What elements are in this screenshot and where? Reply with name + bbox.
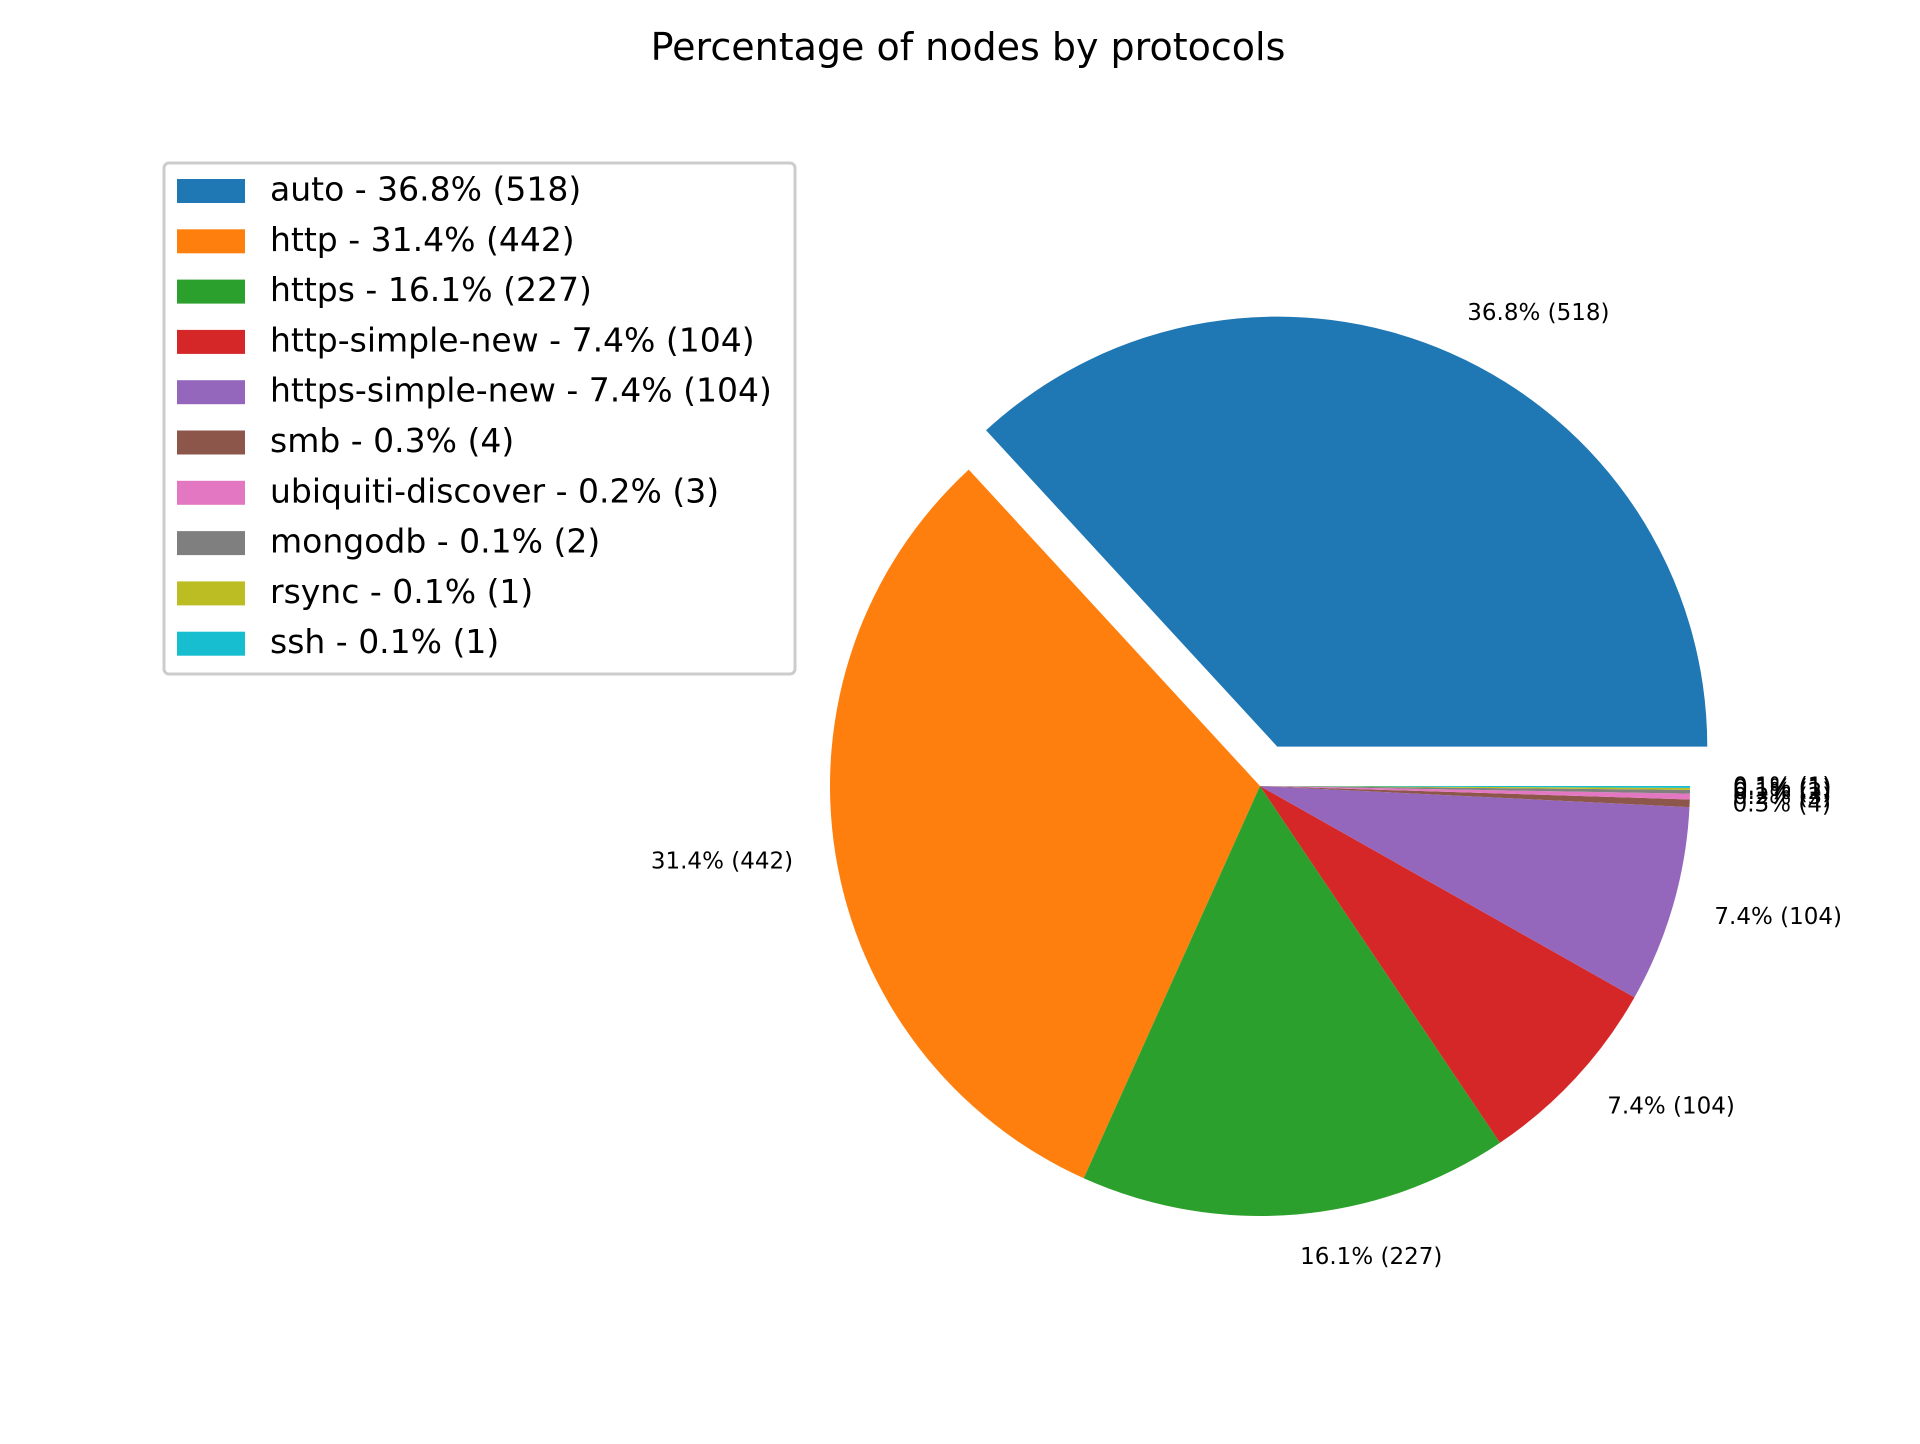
pie-slice-rsync bbox=[1260, 786, 1690, 790]
legend-label-ssh: ssh - 0.1% (1) bbox=[270, 622, 499, 661]
legend-label-http-simple-new: http-simple-new - 7.4% (104) bbox=[270, 320, 755, 359]
pie-slice-http-simple-new bbox=[1260, 786, 1635, 1143]
slice-label-ssh: 0.1% (1) bbox=[1733, 774, 1831, 800]
chart-title: Percentage of nodes by protocols bbox=[651, 25, 1286, 69]
legend-swatch-mongodb bbox=[177, 531, 245, 556]
legend-swatch-http-simple-new bbox=[177, 329, 245, 354]
slice-label-https-simple-new: 7.4% (104) bbox=[1714, 904, 1842, 930]
pie-slice-https-simple-new bbox=[1260, 786, 1690, 998]
legend-swatch-rsync bbox=[177, 581, 245, 606]
legend: auto - 36.8% (518) http - 31.4% (442) http… bbox=[162, 161, 797, 676]
slice-label-smb: 0.3% (4) bbox=[1733, 792, 1831, 818]
slice-label-http-simple-new: 7.4% (104) bbox=[1607, 1094, 1735, 1120]
legend-frame bbox=[162, 161, 797, 676]
slice-label-auto: 36.8% (518) bbox=[1467, 300, 1609, 326]
pie-slice-auto bbox=[986, 316, 1708, 747]
pie-slice-ubiquiti-discover bbox=[1260, 786, 1690, 800]
slice-label-rsync: 0.1% (1) bbox=[1733, 776, 1831, 802]
legend-label-http: http - 31.4% (442) bbox=[270, 220, 575, 259]
legend-swatch-ssh bbox=[177, 631, 245, 656]
legend-swatch-smb bbox=[177, 430, 245, 455]
slice-label-mongodb: 0.1% (2) bbox=[1733, 779, 1831, 805]
legend-swatch-auto bbox=[177, 179, 245, 203]
pie-slices bbox=[830, 316, 1708, 1216]
pie-slice-ssh bbox=[1260, 786, 1690, 788]
legend-label-mongodb: mongodb - 0.1% (2) bbox=[270, 522, 600, 561]
pie-slice-https bbox=[1083, 786, 1500, 1216]
legend-swatch-ubiquiti-discover bbox=[177, 480, 245, 505]
legend-label-ubiquiti-discover: ubiquiti-discover - 0.2% (3) bbox=[270, 471, 719, 510]
legend-label-rsync: rsync - 0.1% (1) bbox=[270, 572, 533, 611]
legend-label-auto: auto - 36.8% (518) bbox=[270, 170, 581, 209]
legend-swatch-https-simple-new bbox=[177, 380, 245, 405]
slice-label-http: 31.4% (442) bbox=[651, 848, 793, 874]
pie-slice-http bbox=[830, 469, 1260, 1179]
legend-swatch-https bbox=[177, 279, 245, 304]
legend-label-https-simple-new: https-simple-new - 7.4% (104) bbox=[270, 371, 772, 410]
slice-label-https: 16.1% (227) bbox=[1300, 1244, 1442, 1270]
pie-slice-mongodb bbox=[1260, 786, 1690, 794]
legend-label-https: https - 16.1% (227) bbox=[270, 270, 592, 309]
legend-label-smb: smb - 0.3% (4) bbox=[270, 421, 514, 460]
legend-swatch-http bbox=[177, 229, 245, 254]
pie-slice-labels: 36.8% (518) 31.4% (442) 16.1% (227) 7.4% (1… bbox=[651, 300, 1842, 1270]
pie-slice-smb bbox=[1260, 786, 1690, 808]
slice-label-ubiquiti-discover: 0.2% (3) bbox=[1733, 784, 1831, 810]
